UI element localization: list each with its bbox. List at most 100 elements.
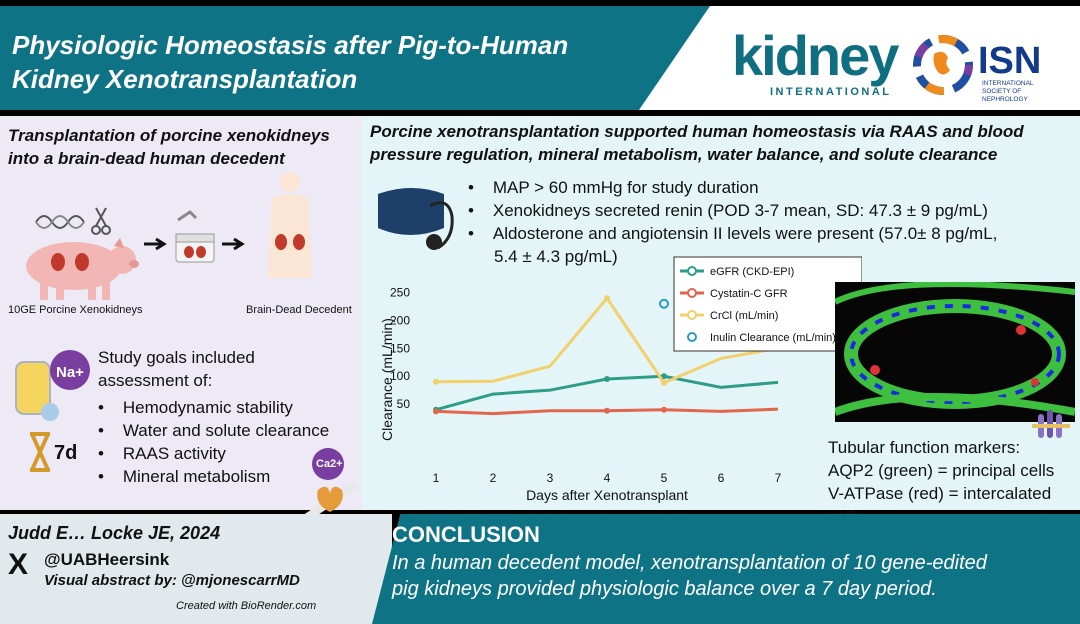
- data-point: [604, 295, 610, 302]
- kidney-international-logo: kidney: [732, 24, 899, 87]
- x-tick-label: 1: [433, 471, 440, 485]
- goal-item: • Hemodynamic stability: [98, 398, 293, 417]
- goals-intro: Study goals included assessment of:: [98, 346, 255, 392]
- result-bullet-text: MAP > 60 mmHg for study duration: [492, 178, 759, 197]
- page-title: Physiologic Homeostasis after Pig-to-Hum…: [12, 28, 652, 96]
- study-design-panel: Transplantation of porcine xenokidneys i…: [0, 116, 362, 526]
- pig-icon: [26, 238, 139, 300]
- data-point: [659, 298, 669, 309]
- x-axis-label: Days after Xenotransplant: [526, 487, 688, 503]
- legend-entry: CrCl (mL/min): [710, 310, 778, 322]
- hourglass-label: 7d: [54, 442, 78, 464]
- study-design-heading: Transplantation of porcine xenokidneys i…: [8, 124, 358, 170]
- biorender-credit: Created with BioRender.com: [176, 600, 317, 612]
- citation-footer: Judd E… Locke JE, 2024 X @UABHeersink Vi…: [0, 514, 392, 624]
- x-tick-label: 7: [775, 471, 782, 485]
- result-bullet-text: Aldosterone and angiotensin II levels we…: [492, 224, 998, 243]
- gene-editing-icon: [35, 207, 111, 235]
- result-bullet: • MAP > 60 mmHg for study duration: [468, 178, 759, 197]
- result-bullet-text: Xenokidneys secreted renin (POD 3-7 mean…: [492, 201, 988, 220]
- legend-marker: [687, 310, 697, 320]
- legend-entry: eGFR (CKD-EPI): [710, 266, 794, 278]
- y-tick-label: 250: [390, 286, 410, 300]
- results-heading-line2: pressure regulation, mineral metabolism,…: [370, 145, 998, 164]
- sodium-icon-label: Na+: [56, 364, 84, 381]
- kidney-international-logo-sub: INTERNATIONAL: [770, 86, 892, 98]
- conclusion-title: CONCLUSION: [392, 522, 540, 547]
- conclusion-line1: In a human decedent model, xenotransplan…: [392, 552, 987, 574]
- data-point: [604, 376, 610, 383]
- study-design-heading-line1: Transplantation of porcine xenokidneys: [8, 126, 330, 145]
- ion-channel-icon: [1032, 410, 1070, 438]
- results-heading-line1: Porcine xenotransplantation supported hu…: [370, 122, 1024, 141]
- result-bullet: • Aldosterone and angiotensin II levels …: [468, 224, 998, 243]
- isn-logo-sub: INTERNATIONAL SOCIETY OF NEPHROLOGY: [982, 80, 1034, 103]
- goal-item: • RAAS activity: [98, 444, 226, 463]
- data-point: [661, 373, 667, 380]
- markers-line1: Tubular function markers:: [828, 438, 1021, 457]
- calcium-icon-label: Ca2+: [316, 458, 343, 470]
- y-tick-label: 100: [390, 369, 410, 383]
- y-axis-label: Clearance (mL/min): [379, 318, 395, 441]
- data-point: [604, 407, 610, 414]
- x-tick-label: 2: [490, 471, 497, 485]
- goal-item: • Water and solute clearance: [98, 421, 330, 440]
- legend-entry: Cystatin-C GFR: [710, 288, 788, 300]
- result-bullet-cont: 5.4 ± 4.3 pg/mL): [494, 247, 618, 266]
- title-line-2: Kidney Xenotransplantation: [12, 64, 358, 94]
- y-tick-label: 200: [390, 313, 410, 327]
- visual-abstract-credit: Visual abstract by: @mjonescarrMD: [44, 572, 300, 589]
- conclusion-box: [372, 514, 1080, 624]
- hourglass-icon: [30, 432, 50, 472]
- result-bullet: • Xenokidneys secreted renin (POD 3-7 me…: [468, 201, 988, 220]
- x-tick-label: 5: [661, 471, 668, 485]
- study-design-heading-line2: into a brain-dead human decedent: [8, 149, 285, 168]
- conclusion-line2: pig kidneys provided physiologic balance…: [392, 578, 937, 600]
- data-point: [661, 379, 667, 386]
- x-tick-label: 3: [547, 471, 554, 485]
- goals-intro-line1: Study goals included: [98, 348, 255, 367]
- legend-marker: [687, 288, 697, 298]
- human-caption: Brain-Dead Decedent: [246, 304, 352, 316]
- x-logo-icon: X: [8, 548, 29, 581]
- data-point: [433, 378, 439, 385]
- legend-marker: [687, 266, 697, 276]
- conclusion-text: In a human decedent model, xenotransplan…: [392, 550, 1052, 602]
- goals-intro-line2: assessment of:: [98, 371, 213, 390]
- organ-transport-icon: [175, 210, 215, 263]
- kidney-micrograph-image: [835, 282, 1075, 422]
- header: Physiologic Homeostasis after Pig-to-Hum…: [0, 6, 1080, 110]
- goal-item: • Mineral metabolism: [98, 467, 271, 486]
- legend-marker: [687, 332, 697, 342]
- goal-item-text: Hemodynamic stability: [122, 398, 293, 417]
- markers-line2: AQP2 (green) = principal cells: [828, 461, 1055, 480]
- goal-item-text: Mineral metabolism: [122, 467, 271, 486]
- title-band: [0, 6, 710, 110]
- citation: Judd E… Locke JE, 2024: [8, 523, 221, 543]
- arrow-right-icon: [222, 237, 245, 251]
- y-tick-label: 150: [390, 341, 410, 355]
- clearance-chart: 50 100 150 200 250 1 2 3 4 5 6 7 Days after Xenotran…: [379, 256, 862, 503]
- results-bullets: • MAP > 60 mmHg for study duration • Xen…: [468, 176, 997, 268]
- human-torso-icon: [268, 172, 312, 278]
- pig-caption: 10GE Porcine Xenokidneys: [8, 304, 143, 316]
- legend-entry: Inulin Clearance (mL/min): [710, 332, 836, 344]
- legend-box: [673, 256, 862, 352]
- y-tick-label: 50: [397, 397, 411, 411]
- goal-item-text: RAAS activity: [122, 444, 226, 463]
- data-point: [433, 408, 439, 415]
- x-tick-label: 6: [718, 471, 725, 485]
- goals-list: • Hemodynamic stability • Water and solu…: [98, 396, 329, 488]
- arrow-right-icon: [144, 237, 167, 251]
- twitter-handle[interactable]: @UABHeersink: [44, 550, 170, 569]
- tubular-markers-text: Tubular function markers: AQP2 (green) =…: [828, 436, 1080, 528]
- x-tick-label: 4: [604, 471, 611, 485]
- isn-globe-icon: [913, 35, 973, 95]
- isn-logo: ISN: [978, 40, 1042, 82]
- goal-item-text: Water and solute clearance: [122, 421, 330, 440]
- title-line-1: Physiologic Homeostasis after Pig-to-Hum…: [12, 30, 569, 60]
- iv-fluid-bag-icon: [15, 350, 90, 421]
- data-point: [661, 406, 667, 413]
- results-heading: Porcine xenotransplantation supported hu…: [370, 120, 1070, 166]
